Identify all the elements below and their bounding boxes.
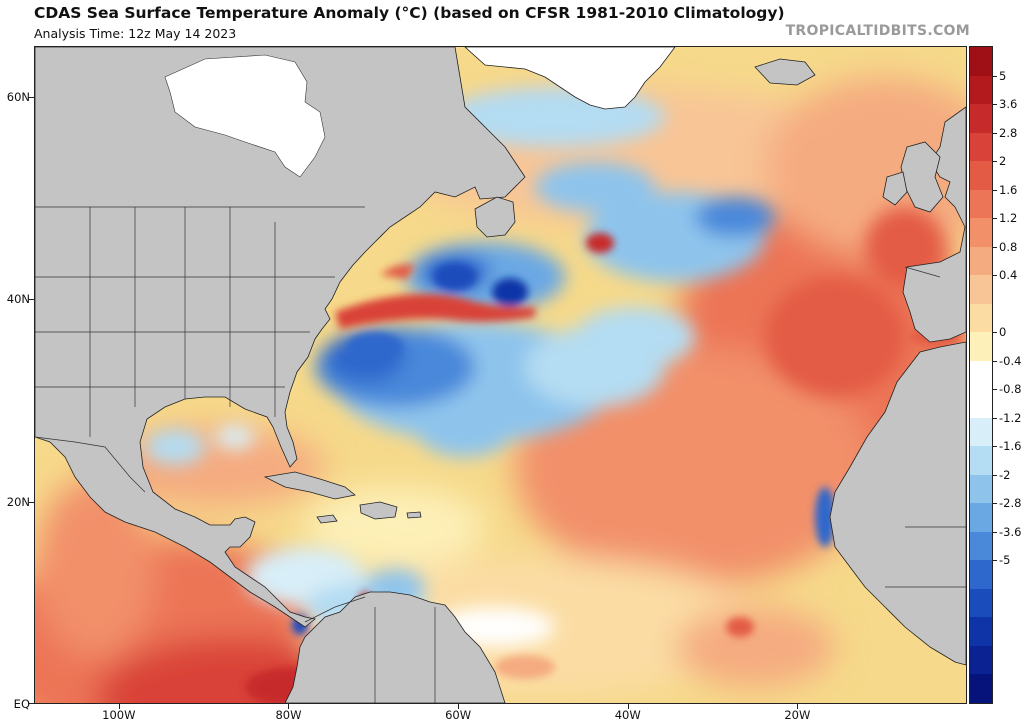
colorbar-segment: [970, 246, 992, 276]
colorbar-tick: [993, 218, 997, 220]
colorbar-tick: [993, 132, 997, 134]
lon-label: 40W: [614, 708, 641, 722]
colorbar-tick: [993, 189, 997, 191]
colorbar-tick: [993, 389, 997, 391]
colorbar-tick: [993, 246, 997, 248]
colorbar-segment: [970, 503, 992, 533]
hispaniola: [359, 501, 398, 520]
colorbar-tick: [993, 503, 997, 505]
colorbar-label: 0: [999, 325, 1007, 340]
colorbar-segment: [970, 218, 992, 248]
colorbar-segment: [970, 645, 992, 675]
colorbar-tick: [993, 531, 997, 533]
lon-tick: [118, 704, 120, 709]
colorbar-label: -0.4: [999, 353, 1022, 368]
iceland: [754, 58, 816, 86]
colorbar-tick: [993, 104, 997, 106]
colorbar-tick: [993, 360, 997, 362]
lon-label: 80W: [275, 708, 302, 722]
colorbar-label: -2.8: [999, 496, 1022, 511]
colorbar-label: 2.8: [999, 125, 1018, 140]
colorbar-label: 1.2: [999, 211, 1018, 226]
colorbar-tick: [993, 417, 997, 419]
colorbar-segment: [970, 104, 992, 134]
colorbar-label: -1.2: [999, 410, 1022, 425]
greenland: [464, 47, 676, 110]
colorbar-label: -5: [999, 553, 1011, 568]
colorbar-label: 0.8: [999, 239, 1018, 254]
political-boundaries: [35, 206, 966, 703]
map-canvas: [35, 47, 966, 703]
lat-tick: [28, 96, 34, 98]
colorbar-label: 0.4: [999, 268, 1018, 283]
colorbar-label: 1.6: [999, 182, 1018, 197]
lat-label: 40N: [6, 292, 30, 307]
colorbar-segment: [970, 417, 992, 447]
lon-label: 100W: [102, 708, 136, 722]
cuba: [263, 471, 356, 500]
ireland: [882, 171, 908, 206]
colorbar-tick: [993, 474, 997, 476]
colorbar-segment: [970, 531, 992, 561]
lat-label: EQ: [13, 697, 30, 711]
colorbar-label: -1.6: [999, 439, 1022, 454]
colorbar-label: -2: [999, 467, 1011, 482]
africa: [829, 341, 966, 666]
analysis-time: Analysis Time: 12z May 14 2023: [34, 26, 237, 41]
colorbar-segment: [970, 360, 992, 390]
colorbar-segment: [970, 132, 992, 162]
colorbar-label: 3.6: [999, 97, 1018, 112]
lon-tick: [288, 704, 290, 709]
colorbar-segment: [970, 47, 992, 77]
colorbar-segment: [970, 446, 992, 476]
colorbar-segment: [970, 588, 992, 618]
sst-anomaly-map: [34, 46, 967, 704]
newfoundland: [474, 196, 516, 238]
colorbar-tick: [993, 560, 997, 562]
colorbar-segment: [970, 275, 992, 305]
colorbar-segment: [970, 75, 992, 105]
lat-tick: [28, 299, 34, 301]
colorbar-tick: [993, 161, 997, 163]
jamaica: [316, 514, 338, 524]
lon-tick: [797, 704, 799, 709]
colorbar-label: -3.6: [999, 524, 1022, 539]
colorbar-tick: [993, 446, 997, 448]
colorbar-segment: [970, 303, 992, 333]
colorbar-segment: [970, 389, 992, 419]
colorbar-segment: [970, 474, 992, 504]
colorbar-segment: [970, 617, 992, 647]
lon-label: 60W: [445, 708, 472, 722]
lon-label: 20W: [784, 708, 811, 722]
colorbar-tick: [993, 275, 997, 277]
lat-label: 20N: [6, 494, 30, 509]
north-america: [35, 47, 526, 628]
south-america: [284, 591, 506, 703]
colorbar-label: -0.8: [999, 382, 1022, 397]
anomaly-colorbar: [969, 46, 993, 704]
lon-tick: [458, 704, 460, 709]
hudson-bay-ice: [164, 54, 326, 178]
lon-tick: [627, 704, 629, 709]
colorbar-label: 2: [999, 154, 1007, 169]
lat-tick: [28, 703, 34, 704]
colorbar-segment: [970, 674, 992, 704]
colorbar-segment: [970, 161, 992, 191]
brand-watermark: TROPICALTIDBITS.COM: [785, 23, 970, 39]
colorbar-label: 5: [999, 68, 1007, 83]
lat-tick: [28, 501, 34, 503]
lat-label: 60N: [6, 89, 30, 104]
map-title: CDAS Sea Surface Temperature Anomaly (°C…: [34, 4, 785, 22]
puerto-rico: [406, 511, 422, 519]
colorbar-segment: [970, 189, 992, 219]
land-masses: [35, 47, 966, 703]
colorbar-tick: [993, 75, 997, 77]
colorbar-segment: [970, 332, 992, 362]
colorbar-tick: [993, 332, 997, 334]
colorbar-segment: [970, 560, 992, 590]
